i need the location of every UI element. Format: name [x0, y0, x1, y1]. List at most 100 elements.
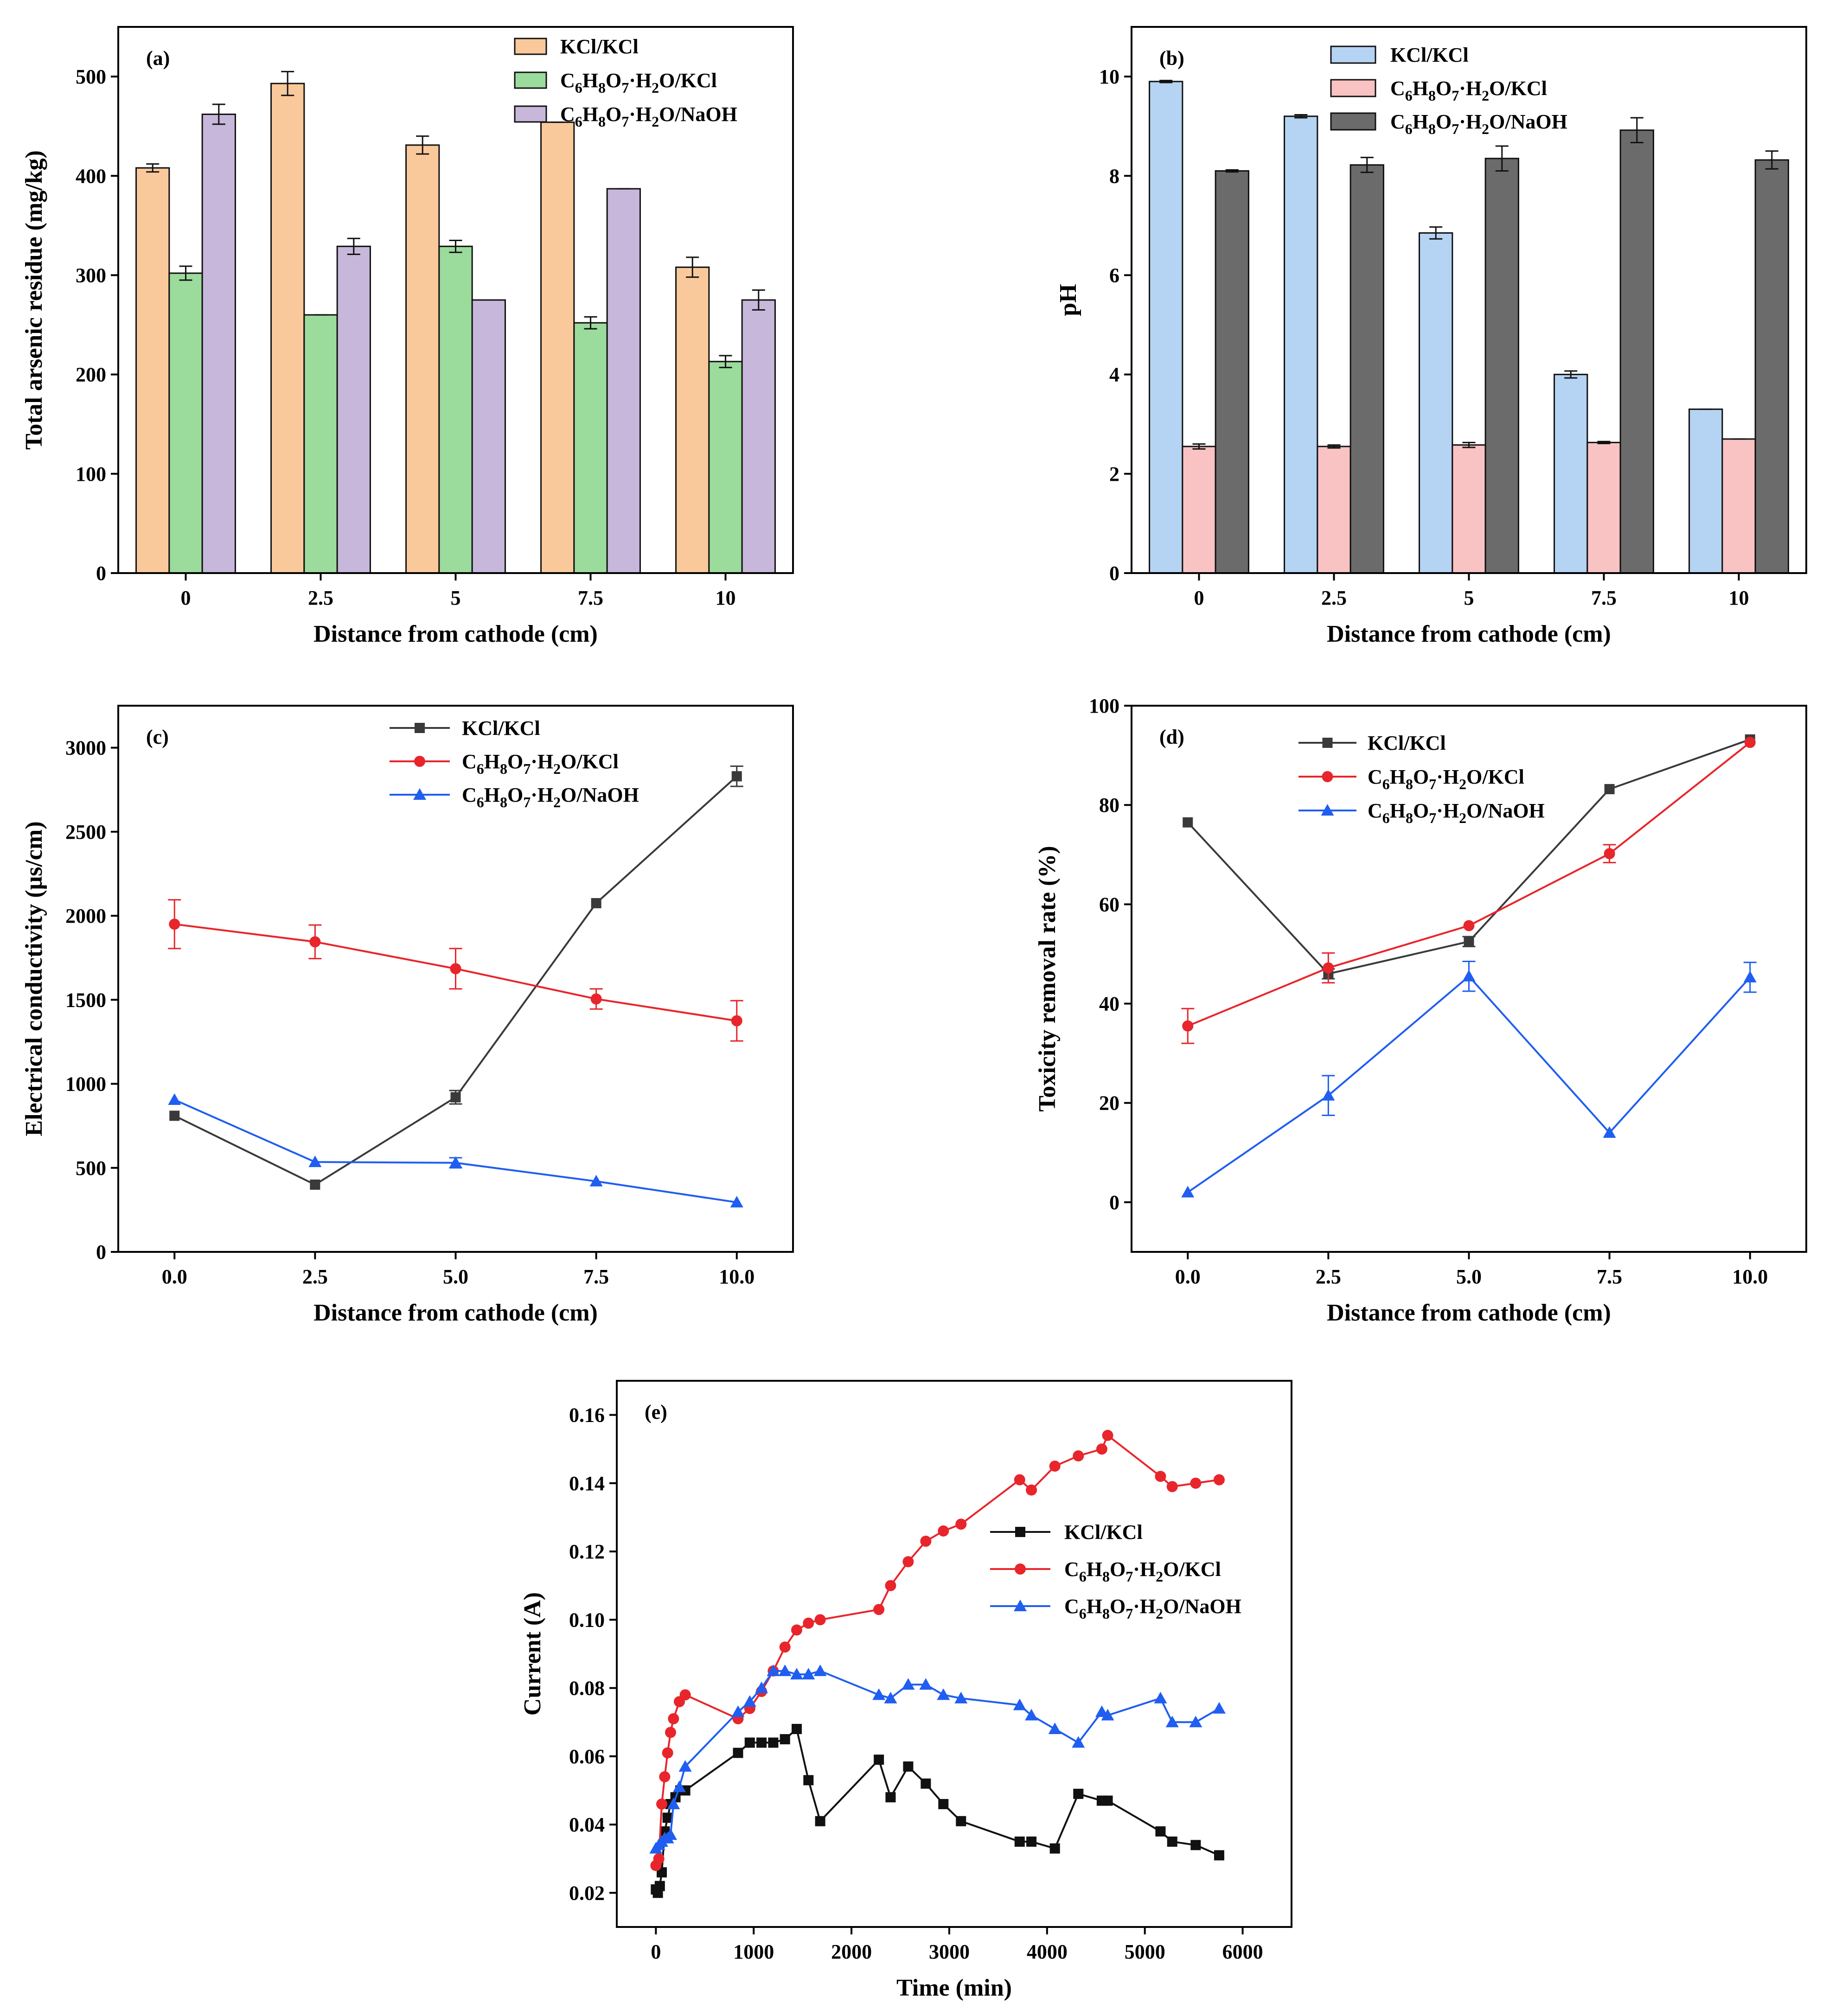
y-tick-label-e: 0.02 [569, 1882, 605, 1904]
point-c-s1-p0 [169, 919, 180, 930]
point-e-s1-p27 [1096, 1443, 1107, 1455]
point-e-s2-p17 [872, 1688, 886, 1700]
bar-a-s2-c1 [336, 245, 371, 574]
point-e-s0-p11 [744, 1737, 755, 1748]
legend-label-e-0: KCl/KCl [1064, 1521, 1143, 1544]
panel-label-b: (b) [1159, 47, 1184, 70]
point-e-s2-p30 [1165, 1716, 1179, 1728]
y-tick-label-a: 100 [76, 463, 106, 485]
point-e-s2-p11 [755, 1681, 768, 1693]
legend-label-b-1: C6H8O7·H2O/KCl [1390, 77, 1547, 104]
x-tick-label-d: 0.0 [1175, 1265, 1201, 1288]
point-e-s2-p13 [778, 1664, 792, 1676]
point-e-s2-p8 [678, 1760, 692, 1772]
point-e-s2-p16 [813, 1664, 827, 1676]
legend-swatch-b-0 [1330, 45, 1376, 64]
bar-b-s2-c1 [1349, 164, 1384, 574]
bar-b-s2-c3 [1619, 129, 1654, 574]
plot-frame-e [616, 1380, 1292, 1928]
y-tick-label-a: 500 [76, 65, 106, 88]
chart-e: 0 1000 2000 3000 4000 5000 6000 0.02 0.04 0.06 0.0… [519, 1380, 1292, 2001]
point-c-s1-p1 [309, 936, 321, 948]
y-tick-label-b: 4 [1109, 364, 1119, 386]
panel-label-a: (a) [146, 47, 170, 70]
x-tick-label-b: 0 [1194, 587, 1204, 609]
legend-marker-e-2 [1014, 1600, 1027, 1611]
bar-b-s2-c0 [1215, 170, 1249, 574]
error-bar-a-s1-c4 [719, 355, 732, 369]
point-e-s0-p20 [903, 1761, 914, 1772]
point-e-s1-p31 [1190, 1477, 1202, 1489]
legend-label-a-2: C6H8O7·H2O/NaOH [560, 103, 737, 130]
legend-label-b-0: KCl/KCl [1390, 44, 1469, 66]
point-c-s2-p2 [449, 1156, 462, 1168]
point-c-s1-p3 [590, 993, 602, 1005]
y-axis-title-e: Current (A) [519, 1592, 546, 1716]
y-tick-label-a: 0 [96, 562, 106, 585]
point-e-s1-p23 [1014, 1474, 1025, 1486]
legend-e: KCl/KCl C6H8O7·H2O/KCl C6H8O7·H2O/NaOH [990, 1521, 1241, 1622]
y-tick-label-b: 6 [1109, 264, 1119, 287]
x-tick-label-b: 7.5 [1591, 587, 1617, 609]
x-tick-label-c: 2.5 [302, 1265, 328, 1288]
legend-marker-c-0 [415, 723, 425, 733]
bar-b-s1-c2 [1452, 444, 1486, 574]
y-tick-label-e: 0.16 [569, 1404, 605, 1427]
point-e-s2-p20 [919, 1678, 933, 1690]
point-e-s1-p30 [1166, 1481, 1178, 1493]
point-d-s1-p2 [1463, 920, 1475, 931]
error-bar-b-s1-c1 [1327, 444, 1341, 449]
y-tick-label-c: 3000 [65, 737, 106, 759]
point-e-s0-p27 [1073, 1788, 1084, 1799]
panel-label-e: (e) [645, 1401, 667, 1423]
y-tick-label-c: 2000 [65, 905, 106, 927]
x-axis-title-c: Distance from cathode (cm) [313, 1300, 598, 1326]
point-e-s2-p7 [672, 1780, 686, 1793]
point-e-s1-p2 [656, 1798, 667, 1810]
point-d-s2-p4 [1743, 970, 1757, 982]
error-bar-b-s0-c2 [1429, 226, 1443, 240]
legend-marker-c-2 [413, 788, 426, 800]
point-e-s0-p17 [815, 1816, 825, 1826]
x-tick-label-e: 2000 [831, 1940, 872, 1963]
point-e-s1-p14 [791, 1624, 802, 1636]
y-tick-label-b: 0 [1109, 562, 1119, 585]
bar-b-s1-c3 [1586, 441, 1621, 574]
point-d-s0-p0 [1183, 817, 1193, 828]
point-d-s1-p0 [1182, 1020, 1194, 1032]
plot-frame-b [1131, 26, 1807, 574]
y-tick-label-c: 500 [76, 1157, 106, 1180]
legend-marker-d-2 [1321, 804, 1334, 816]
point-e-s0-p19 [885, 1792, 896, 1803]
point-e-s0-p14 [780, 1734, 790, 1745]
point-e-s1-p6 [668, 1713, 679, 1724]
legend-marker-d-0 [1322, 738, 1333, 748]
point-e-s0-p12 [756, 1737, 767, 1748]
legend-swatch-a-0 [514, 38, 547, 55]
legend-label-b-2: C6H8O7·H2O/NaOH [1390, 110, 1567, 137]
point-e-s2-p18 [884, 1691, 897, 1703]
point-e-s2-p15 [802, 1668, 815, 1680]
legend-c: KCl/KCl C6H8O7·H2O/KCl C6H8O7·H2O/NaOH [390, 717, 639, 810]
error-bar-a-s2-c4 [752, 289, 765, 311]
point-e-s1-p20 [920, 1536, 932, 1547]
bar-a-s0-c1 [270, 83, 305, 574]
y-tick-label-b: 8 [1109, 165, 1119, 187]
point-d-s0-p3 [1604, 784, 1615, 794]
y-axis-title-c: Electrical conductivity (μs/cm) [21, 821, 47, 1136]
x-tick-label-e: 5000 [1125, 1940, 1165, 1963]
error-bar-b-s1-c2 [1462, 441, 1476, 448]
series-line-e-2 [655, 1670, 1220, 1849]
error-bar-a-s2-c0 [212, 103, 225, 125]
panel-label-c: (c) [146, 726, 169, 748]
y-tick-label-a: 200 [76, 364, 106, 386]
bar-b-s1-c0 [1182, 446, 1216, 574]
bar-b-s0-c3 [1554, 374, 1588, 574]
point-e-s0-p23 [956, 1816, 966, 1826]
series-line-d-2 [1187, 975, 1751, 1193]
bar-a-s0-c4 [675, 266, 710, 574]
error-bar-b-s0-c3 [1564, 370, 1578, 379]
point-c-s1-p4 [731, 1015, 742, 1027]
point-e-s1-p19 [902, 1556, 914, 1568]
